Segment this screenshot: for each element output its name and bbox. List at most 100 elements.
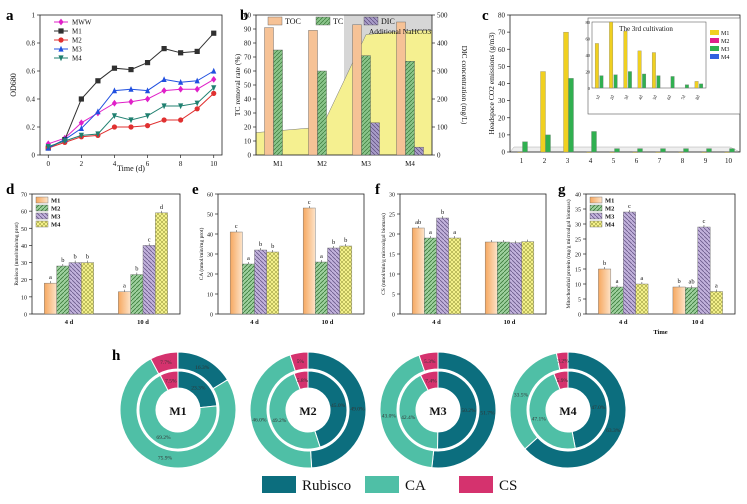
panel-c-inset-title: The 3rd cultivation bbox=[619, 25, 673, 33]
data-point-M3 bbox=[194, 77, 200, 84]
donut-center-label-M2: M2 bbox=[299, 404, 316, 418]
panel-b-ytick-label: 70 bbox=[244, 54, 252, 62]
panel-c-ytick-label: 80 bbox=[498, 12, 506, 20]
panel-f-ytick-label: 20 bbox=[389, 233, 395, 239]
panel-b-xtick-label: M2 bbox=[317, 160, 327, 168]
panel-c-ytick-label: 30 bbox=[498, 97, 506, 105]
inset-bar-M4-2d bbox=[613, 74, 618, 89]
panel-b-ytick-label: 50 bbox=[244, 82, 252, 90]
inset-legend-swatch-M4 bbox=[710, 54, 719, 59]
panel-a-xtick-label: 6 bbox=[146, 160, 150, 168]
panel-e-ytick-label: 10 bbox=[207, 293, 213, 299]
data-point-M3 bbox=[111, 87, 118, 94]
panel-c-inset-xtick-label: 6d bbox=[666, 94, 672, 101]
panel-c-inset-ytick-label: 20 bbox=[586, 70, 591, 75]
series-line-M3 bbox=[48, 70, 214, 149]
data-point-M1 bbox=[95, 78, 101, 84]
donut-M1-outer-CA bbox=[119, 358, 237, 469]
bar-M4-day3 bbox=[568, 78, 574, 153]
legend-label-d-M1: M1 bbox=[51, 198, 60, 205]
panel-e-xtick-label: 4 d bbox=[250, 319, 259, 326]
panel-b-annotation: Additional NaHCO3 bbox=[369, 27, 432, 36]
sig-letter-d-M3-1: c bbox=[148, 236, 151, 243]
bar-M4-day9 bbox=[706, 148, 712, 153]
sig-letter-e-M1-0: c bbox=[235, 223, 238, 230]
panel-b-y2tick-label: 100 bbox=[437, 124, 448, 132]
data-point-M4 bbox=[144, 113, 151, 119]
bar-g-M4-0 bbox=[635, 283, 649, 315]
sig-letter-f-M1-0: ab bbox=[415, 219, 421, 226]
panel-a-xtick-label: 2 bbox=[80, 160, 84, 168]
inset-bar-M1-3d bbox=[623, 30, 628, 89]
panel-d-ytick-label: 70 bbox=[21, 193, 27, 199]
donut-M3-outer-pct-CA: 43.0% bbox=[382, 414, 397, 420]
panel-a-frame bbox=[39, 14, 223, 156]
panel-d-ytick-label: 30 bbox=[21, 261, 27, 267]
bar-TC-M3 bbox=[361, 55, 371, 156]
donut-center-label-M4: M4 bbox=[559, 404, 576, 418]
legend-swatch-d-M1 bbox=[35, 196, 49, 204]
panel-g-ytick-label: 30 bbox=[575, 223, 581, 229]
bar-d-M1-1 bbox=[118, 291, 131, 315]
inset-bar-M4-7d bbox=[684, 84, 689, 89]
panel-g-ytick-label: 0 bbox=[578, 313, 581, 319]
bar-f-M4-0 bbox=[448, 237, 462, 315]
legend-label-Rubisco: Rubisco bbox=[302, 478, 351, 494]
sig-letter-f-M4-0: a bbox=[453, 229, 456, 236]
legend-swatch-CS bbox=[459, 476, 493, 493]
data-point-M4 bbox=[95, 131, 101, 138]
inset-bar-M1-1d bbox=[594, 43, 599, 89]
bar-d-M2-0 bbox=[56, 265, 70, 315]
inset-legend-label-M1: M1 bbox=[721, 31, 729, 37]
panel-b-y2label: DIC concentration (mg/L) bbox=[460, 46, 469, 125]
data-point-M4 bbox=[78, 132, 84, 139]
data-point-M2 bbox=[111, 124, 118, 130]
donut-M3-inner-pct-CA: 42.4% bbox=[401, 415, 416, 421]
donut-M3-outer-pct-CS: 5.3% bbox=[424, 359, 436, 365]
legend-swatch-TC bbox=[315, 16, 331, 26]
panel-d-ytick-label: 60 bbox=[21, 210, 27, 216]
inset-bar-M4-3d bbox=[627, 71, 632, 89]
panel-label-h: h bbox=[112, 348, 121, 364]
bar-M1-day5 bbox=[609, 151, 615, 153]
donut-center-label-M1: M1 bbox=[169, 404, 186, 418]
sig-letter-g-M4-0: a bbox=[640, 275, 643, 282]
inset-legend-swatch-M1 bbox=[710, 30, 719, 35]
donut-M4-outer-pct-Rubisco: 63.3% bbox=[606, 428, 621, 434]
data-point-M3 bbox=[144, 87, 151, 94]
panel-c-xtick-label: 8 bbox=[681, 157, 685, 165]
legend-label-d-M3: M3 bbox=[51, 214, 61, 221]
panel-d-ytick-label: 40 bbox=[21, 244, 27, 250]
donut-M1-outer-pct-CS: 7.7% bbox=[160, 360, 172, 366]
bar-e-M2-1 bbox=[315, 261, 328, 315]
data-point-MWW bbox=[178, 85, 184, 93]
panel-c-ytick-label: 40 bbox=[498, 80, 506, 88]
inset-bar-M4-6d bbox=[670, 76, 675, 89]
legend-label-M4: M4 bbox=[72, 55, 82, 63]
panel-c-ytick-label: 60 bbox=[498, 46, 506, 54]
panel-b-ytick-label: 10 bbox=[244, 138, 252, 146]
data-point-M1 bbox=[144, 60, 151, 66]
panel-b-ytick-label: 20 bbox=[244, 124, 252, 132]
legend-swatch-Rubisco bbox=[262, 476, 296, 493]
panel-e-ytick-label: 60 bbox=[207, 193, 213, 199]
panel-e-ytick-label: 40 bbox=[207, 233, 213, 239]
data-point-M4 bbox=[161, 103, 167, 110]
donut-M3-inner-CS bbox=[419, 370, 439, 392]
legend-swatch-d-M4 bbox=[35, 220, 49, 228]
panel-label-d: d bbox=[6, 182, 15, 198]
donut-M3-outer-Rubisco bbox=[431, 351, 497, 469]
panel-label-b: b bbox=[240, 8, 248, 24]
bar-d-M2-1 bbox=[130, 274, 144, 315]
inset-bar-M1-2d bbox=[609, 21, 614, 89]
bar-M4-day5 bbox=[614, 148, 620, 153]
donut-M2-inner-pct-Rubisco: 45.0% bbox=[331, 403, 346, 409]
panel-c-inset-axes bbox=[591, 21, 707, 89]
legend-swatch-CA bbox=[365, 476, 399, 493]
panel-f-ytick-label: 0 bbox=[392, 313, 395, 319]
bar-TOC-M3 bbox=[352, 24, 362, 156]
panel-b-xtick-label: M1 bbox=[273, 160, 283, 168]
bar-M4-day10 bbox=[729, 148, 735, 153]
legend-swatch-DIC bbox=[363, 16, 379, 26]
sig-letter-g-M3-1: c bbox=[703, 218, 706, 225]
